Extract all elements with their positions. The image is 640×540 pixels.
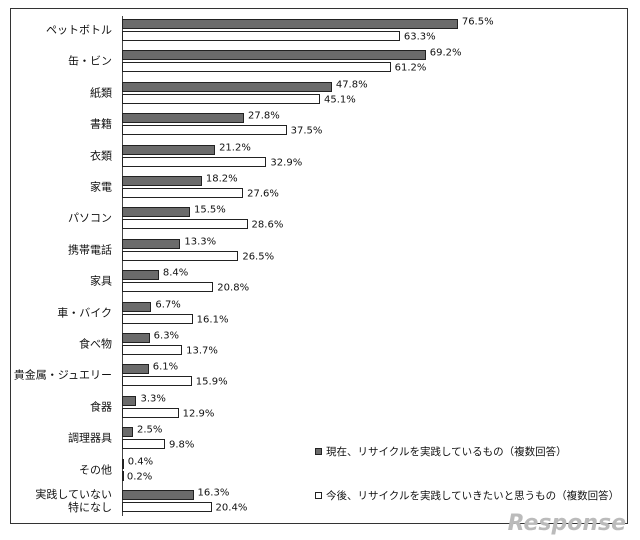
bar [122, 113, 245, 124]
category-label: 食器 [90, 400, 112, 414]
legend-item: 今後、リサイクルを実践していきたいと思うもの（複数回答） [315, 488, 619, 503]
bar [122, 407, 179, 418]
bar [122, 301, 152, 312]
chart-frame [10, 8, 628, 524]
value-label: 21.2% [219, 142, 251, 154]
category-label: 調理器具 [68, 431, 112, 445]
bar [122, 250, 239, 261]
category-label: 食べ物 [79, 337, 112, 351]
bar [122, 345, 183, 355]
value-label: 45.1% [323, 94, 356, 106]
bar [122, 19, 458, 29]
bar [122, 333, 150, 343]
value-label: 6.3% [153, 330, 180, 342]
bar [122, 502, 212, 512]
bar [122, 270, 159, 281]
bar [122, 427, 133, 438]
category-label: ペットボトル [46, 23, 112, 37]
value-label: 27.8% [248, 110, 280, 122]
value-label: 0.2% [126, 471, 153, 483]
value-label: 26.5% [242, 251, 275, 263]
bar [122, 470, 124, 481]
bar [122, 156, 267, 167]
value-label: 3.3% [140, 393, 166, 405]
category-label: 実践していない 特になし [35, 488, 112, 514]
value-label: 69.2% [429, 47, 462, 59]
bar [122, 188, 244, 198]
bar [122, 395, 137, 406]
value-label: 2.5% [136, 424, 163, 436]
bar [122, 238, 181, 249]
category-label: 携帯電話 [68, 243, 112, 257]
category-label: 衣類 [90, 149, 112, 163]
category-label: 家電 [90, 180, 112, 194]
bar [122, 313, 193, 324]
bar [122, 458, 124, 469]
value-label: 12.9% [182, 408, 215, 420]
value-label: 6.7% [155, 299, 181, 311]
bar [122, 144, 216, 155]
legend-label: 今後、リサイクルを実践していきたいと思うもの（複数回答） [326, 490, 620, 502]
value-label: 27.6% [247, 188, 279, 200]
bar [122, 31, 400, 41]
category-label: その他 [79, 463, 112, 477]
bar [122, 125, 287, 136]
category-label: 缶・ビン [68, 54, 112, 68]
bar [122, 364, 149, 375]
value-label: 47.8% [335, 79, 368, 91]
value-label: 0.4% [127, 456, 154, 468]
value-label: 20.4% [215, 502, 248, 514]
value-label: 76.5% [461, 16, 494, 28]
category-label: 貴金属・ジュエリー [13, 368, 112, 382]
legend-swatch [315, 492, 322, 499]
value-label: 16.3% [197, 487, 230, 499]
bar [122, 219, 248, 230]
bar [122, 50, 426, 61]
value-label: 61.2% [394, 62, 427, 74]
bar [122, 439, 166, 450]
value-label: 9.8% [169, 439, 195, 451]
bar [122, 62, 391, 73]
value-label: 15.9% [195, 376, 228, 388]
bar [122, 376, 192, 387]
category-label: パソコン [68, 211, 112, 225]
bar [122, 207, 191, 218]
value-label: 18.2% [205, 173, 238, 185]
value-label: 8.4% [162, 267, 189, 279]
value-label: 13.3% [184, 236, 217, 248]
bar [122, 176, 202, 186]
value-label: 13.7% [186, 345, 218, 357]
legend-item: 現在、リサイクルを実践しているもの（複数回答） [315, 444, 567, 459]
watermark: Response [507, 511, 626, 536]
category-label: 家具 [90, 274, 112, 288]
value-label: 20.8% [217, 282, 250, 294]
legend-label: 現在、リサイクルを実践しているもの（複数回答） [326, 446, 567, 458]
value-label: 6.1% [152, 361, 179, 373]
value-label: 16.1% [196, 314, 229, 326]
bar [122, 490, 194, 500]
legend-swatch [315, 448, 322, 455]
bar [122, 93, 320, 104]
value-label: 32.9% [270, 157, 303, 169]
category-label: 車・バイク [57, 306, 112, 320]
value-label: 37.5% [290, 125, 323, 137]
value-label: 28.6% [251, 219, 284, 231]
bar [122, 282, 214, 293]
bar [122, 81, 332, 92]
value-label: 15.5% [194, 204, 226, 216]
category-label: 書籍 [90, 117, 112, 131]
value-label: 63.3% [403, 31, 436, 43]
category-axis [122, 16, 123, 516]
category-label: 紙類 [90, 86, 112, 100]
